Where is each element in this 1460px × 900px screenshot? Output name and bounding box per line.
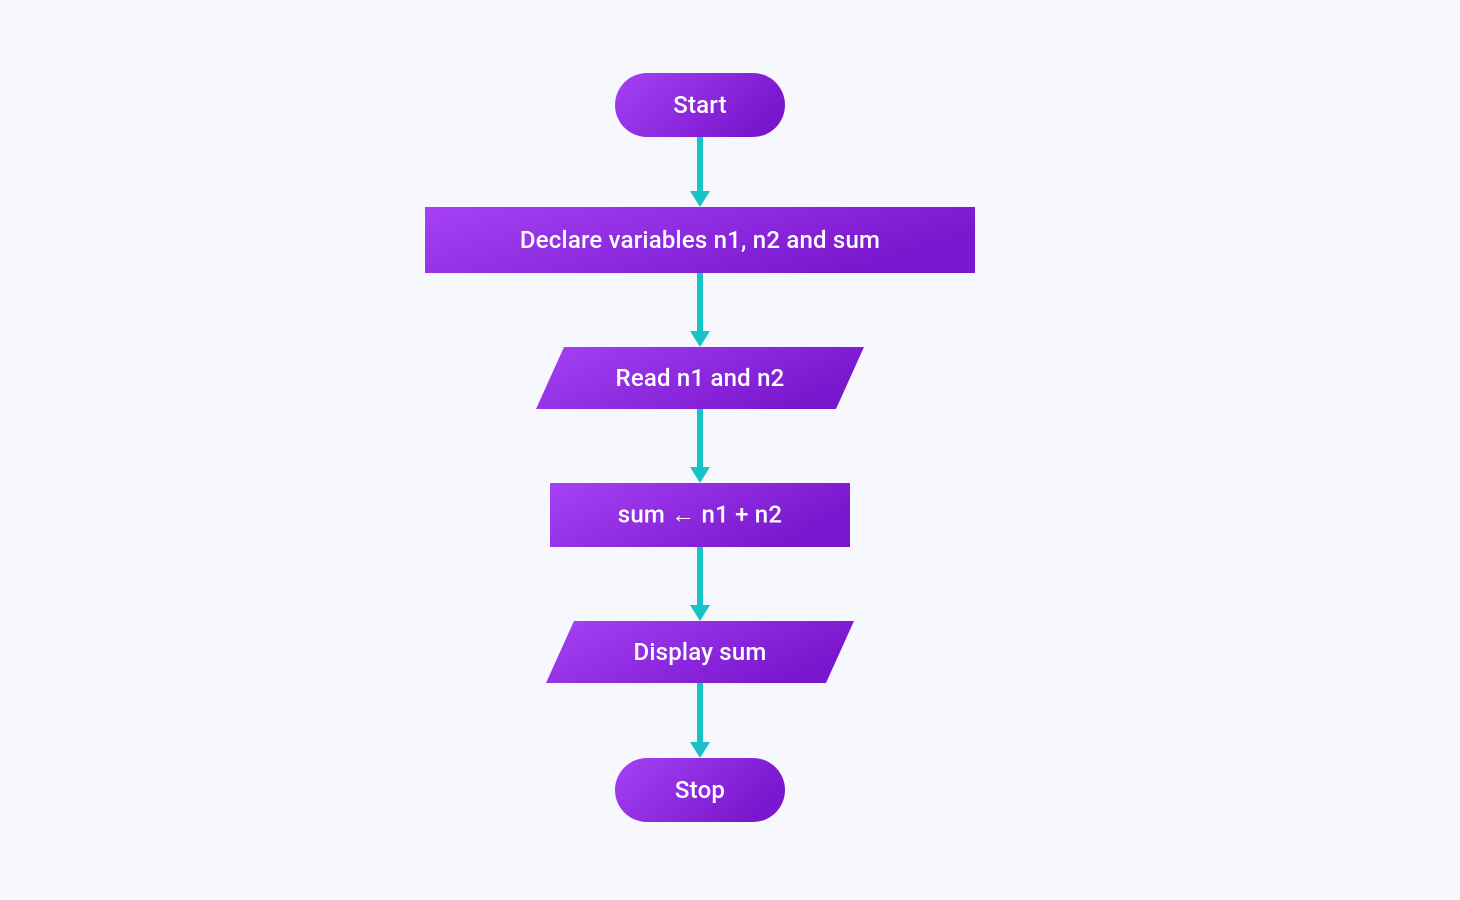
flow-node-label-assign: sum ← n1 + n2 [618,501,782,530]
flow-node-label-declare: Declare variables n1, n2 and sum [520,226,880,254]
flow-node-label-display: Display sum [633,638,766,666]
flow-node-label-read: Read n1 and n2 [616,364,785,392]
flow-arrow-head [690,331,710,347]
flowchart-svg [0,0,1460,900]
flow-node-label-stop: Stop [675,776,725,804]
flow-arrow-head [690,467,710,483]
flowchart-canvas: Start Declare variables n1, n2 and sum Rea… [0,0,1460,900]
flow-arrow-head [690,742,710,758]
flow-arrow-head [690,605,710,621]
flow-arrow-head [690,191,710,207]
flow-node-label-start: Start [673,91,727,119]
